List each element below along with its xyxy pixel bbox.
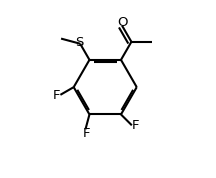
Text: F: F: [132, 119, 140, 132]
Text: O: O: [118, 16, 128, 29]
Text: S: S: [75, 36, 84, 49]
Text: F: F: [52, 89, 60, 102]
Text: F: F: [83, 127, 90, 140]
